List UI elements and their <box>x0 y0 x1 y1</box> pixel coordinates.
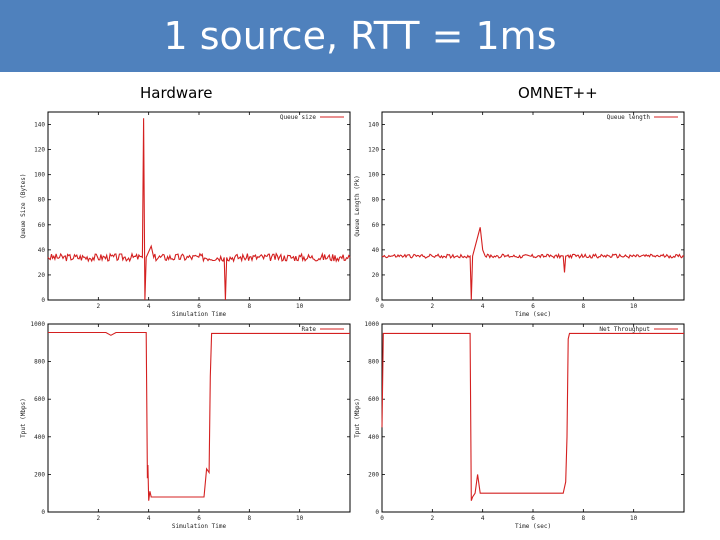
y-tick-label: 1000 <box>31 321 46 328</box>
y-tick-label: 600 <box>368 396 379 403</box>
y-tick-label: 100 <box>34 172 45 179</box>
x-tick-label: 4 <box>147 515 151 522</box>
x-tick-label: 8 <box>248 515 252 522</box>
x-tick-label: 0 <box>380 303 384 310</box>
y-tick-label: 800 <box>34 359 45 366</box>
x-tick-label: 10 <box>630 515 638 522</box>
y-tick-label: 80 <box>372 197 380 204</box>
x-tick-label: 4 <box>481 303 485 310</box>
x-tick-label: 2 <box>431 303 435 310</box>
y-tick-label: 400 <box>368 434 379 441</box>
x-tick-label: 8 <box>248 303 252 310</box>
y-tick-label: 0 <box>375 509 379 516</box>
y-tick-label: 60 <box>38 222 46 229</box>
x-tick-label: 6 <box>531 515 535 522</box>
legend-label: Queue length <box>607 114 651 121</box>
hw-queue-svg: 0 20 40 60 80 100 120 140 2 4 6 8 10 Simulation Time Q… <box>20 111 351 318</box>
hw-queue-chart: 0 20 40 60 80 100 120 140 2 4 6 8 10 Simulation Time Q… <box>18 106 358 318</box>
hardware-heading: Hardware <box>140 84 213 102</box>
y-axis-label: Queue Length (Pk) <box>354 175 361 236</box>
y-tick-label: 600 <box>34 396 45 403</box>
x-tick-label: 4 <box>481 515 485 522</box>
slide-title: 1 source, RTT = 1ms <box>0 0 720 72</box>
y-tick-label: 60 <box>372 222 380 229</box>
x-tick-label: 2 <box>97 515 101 522</box>
legend-label: Rate <box>302 326 317 333</box>
x-tick-label: 10 <box>296 515 304 522</box>
y-tick-label: 0 <box>375 297 379 304</box>
y-tick-label: 120 <box>34 147 45 154</box>
legend-label: Queue size <box>280 114 317 121</box>
legend-label: Net Throughput <box>599 326 650 333</box>
plot-frame <box>47 111 351 301</box>
y-tick-label: 140 <box>368 122 379 129</box>
y-tick-label: 40 <box>372 247 380 254</box>
x-tick-label: 6 <box>197 515 201 522</box>
y-tick-label: 100 <box>368 172 379 179</box>
y-axis-label: Tput (Mbps) <box>20 398 27 438</box>
y-tick-label: 120 <box>368 147 379 154</box>
x-tick-label: 2 <box>97 303 101 310</box>
y-tick-label: 20 <box>38 272 46 279</box>
y-tick-label: 140 <box>34 122 45 129</box>
x-tick-label: 2 <box>431 515 435 522</box>
x-axis-label: Simulation Time <box>172 311 227 318</box>
plot-frame <box>47 323 351 513</box>
omnet-throughput-svg: 0 200 400 600 800 1000 0 2 4 6 8 10 Time (sec) Tput (… <box>354 321 685 530</box>
series-line-queue-size <box>47 118 351 301</box>
hw-throughput-svg: 0 200 400 600 800 1000 2 4 6 8 10 Simulation Time Tp… <box>20 321 351 530</box>
x-tick-label: 10 <box>630 303 638 310</box>
y-tick-label: 200 <box>34 471 45 478</box>
hw-throughput-chart: 0 200 400 600 800 1000 2 4 6 8 10 Simulation Time Tp… <box>18 318 358 530</box>
omnet-heading: OMNET++ <box>518 84 598 102</box>
omnet-queue-svg: 0 20 40 60 80 100 120 140 0 2 4 6 8 10 Time (sec) Queue… <box>354 111 685 318</box>
y-axis-label: Tput (Mbps) <box>354 398 361 438</box>
y-axis-label: Queue Size (Bytes) <box>20 173 27 238</box>
y-tick-label: 800 <box>368 359 379 366</box>
y-tick-label: 400 <box>34 434 45 441</box>
plot-frame <box>381 323 685 513</box>
x-axis-label: Time (sec) <box>515 523 551 530</box>
series-line-rate <box>48 331 350 501</box>
y-tick-label: 1000 <box>365 321 380 328</box>
omnet-throughput-chart: 0 200 400 600 800 1000 0 2 4 6 8 10 Time (sec) Tput (… <box>352 318 692 530</box>
x-axis-label: Time (sec) <box>515 311 551 318</box>
y-tick-label: 200 <box>368 471 379 478</box>
plot-frame <box>381 111 685 301</box>
x-axis-label: Simulation Time <box>172 523 227 530</box>
y-tick-label: 80 <box>38 197 46 204</box>
x-tick-label: 8 <box>582 303 586 310</box>
x-tick-label: 8 <box>582 515 586 522</box>
y-tick-label: 0 <box>41 509 45 516</box>
x-tick-label: 6 <box>531 303 535 310</box>
series-line-net-throughput <box>381 332 684 501</box>
series-line-queue-length <box>381 227 685 301</box>
y-tick-label: 20 <box>372 272 380 279</box>
x-tick-label: 4 <box>147 303 151 310</box>
x-tick-label: 0 <box>380 515 384 522</box>
x-tick-label: 6 <box>197 303 201 310</box>
x-tick-label: 10 <box>296 303 304 310</box>
omnet-queue-chart: 0 20 40 60 80 100 120 140 0 2 4 6 8 10 Time (sec) Queue… <box>352 106 692 318</box>
y-tick-label: 40 <box>38 247 46 254</box>
y-tick-label: 0 <box>41 297 45 304</box>
